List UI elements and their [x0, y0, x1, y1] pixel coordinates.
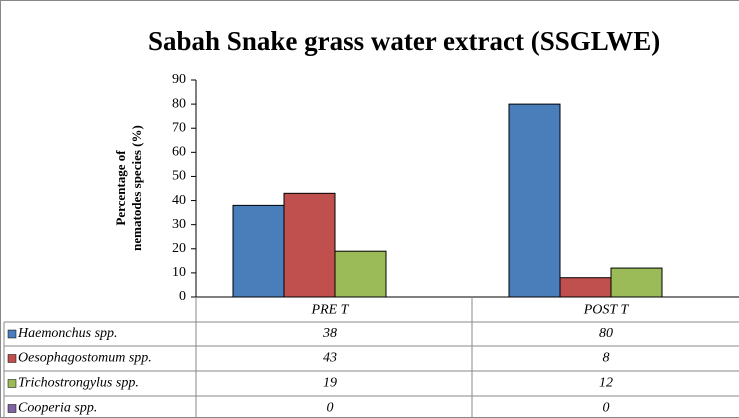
y-tick-label: 90 — [172, 72, 186, 87]
legend-key — [7, 329, 17, 339]
bar — [508, 103, 561, 298]
legend-label: Trichostrongylus spp. — [18, 376, 139, 391]
y-tick-label: 30 — [172, 217, 186, 232]
legend-key — [7, 379, 17, 388]
bar — [283, 192, 336, 298]
table-value: 0 — [603, 401, 610, 416]
y-tick-label: 10 — [172, 265, 186, 280]
table-value: 12 — [599, 376, 613, 391]
y-tick-label: 70 — [172, 120, 186, 135]
legend-label: Haemonchus spp. — [17, 326, 118, 341]
x-tick-label: POST T — [583, 303, 630, 318]
table-value: 19 — [323, 376, 337, 391]
legend-label: Oesophagostomum spp. — [18, 351, 152, 366]
legend-key — [7, 354, 17, 363]
bar — [559, 277, 612, 298]
bar — [334, 250, 387, 298]
table-value: 38 — [322, 326, 337, 341]
table-value: 0 — [327, 401, 334, 416]
y-tick-label: 20 — [172, 241, 186, 256]
y-tick-label: 80 — [172, 96, 186, 111]
y-axis-title-line: nematodes species (%) — [129, 125, 144, 251]
x-tick-label: PRE T — [311, 303, 350, 318]
y-axis-title: Percentage of nematodes species (%) — [113, 125, 144, 251]
table-value: 80 — [599, 326, 613, 341]
table-value: 8 — [603, 351, 610, 366]
y-axis-title-line: Percentage of — [113, 150, 128, 226]
legend-key — [7, 404, 17, 413]
y-tick-label: 60 — [172, 145, 186, 160]
bar — [232, 204, 285, 298]
y-tick-label: 0 — [179, 289, 186, 304]
chart-title: Sabah Snake grass water extract (SSGLWE) — [148, 26, 660, 56]
y-tick-label: 40 — [172, 193, 186, 208]
y-tick-label: 50 — [172, 169, 186, 184]
table-value: 43 — [323, 351, 337, 366]
legend-label: Cooperia spp. — [18, 401, 97, 416]
bar — [610, 267, 663, 298]
